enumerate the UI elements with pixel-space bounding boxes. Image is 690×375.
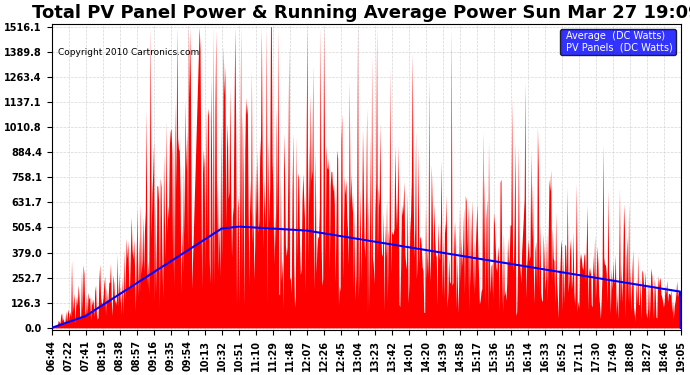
Title: Total PV Panel Power & Running Average Power Sun Mar 27 19:09: Total PV Panel Power & Running Average P…	[32, 4, 690, 22]
Text: Copyright 2010 Cartronics.com: Copyright 2010 Cartronics.com	[58, 48, 199, 57]
Legend: Average  (DC Watts), PV Panels  (DC Watts): Average (DC Watts), PV Panels (DC Watts)	[560, 28, 676, 56]
